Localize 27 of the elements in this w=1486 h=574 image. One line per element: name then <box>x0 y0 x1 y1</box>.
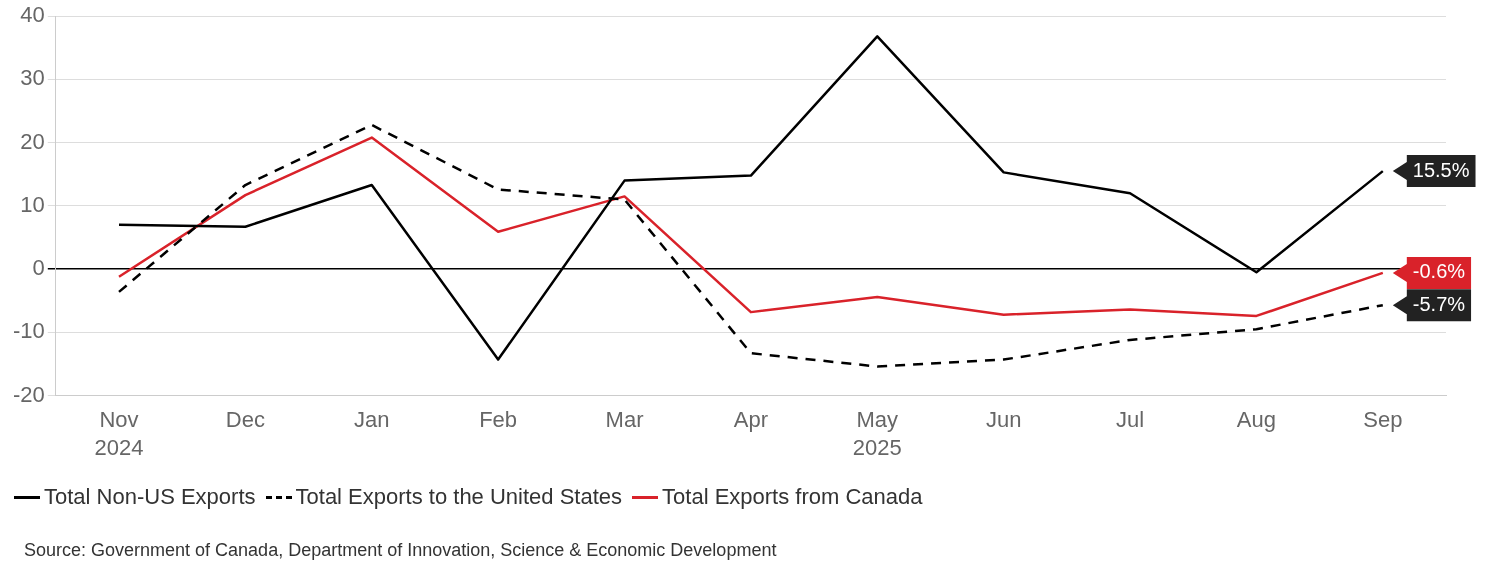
y-tick-label: 30 <box>20 65 45 91</box>
x-tick-label: Dec <box>225 406 265 432</box>
x-tick-label: Jul <box>1115 406 1145 432</box>
y-tick-label: 0 <box>32 255 45 281</box>
x-tick-label: Sep <box>1363 406 1403 432</box>
legend-label: Total Non-US Exports <box>44 484 256 510</box>
data-label: -5.7% <box>1412 292 1466 315</box>
x-tick-label: Feb <box>479 406 518 432</box>
text: 2024 <box>94 434 144 460</box>
data-label: -0.6% <box>1412 260 1466 283</box>
text: 2025 <box>852 434 902 460</box>
source-note: Source: Government of Canada, Department of Innovation, Science & Economic Development <box>24 540 777 561</box>
y-tick-label: 20 <box>20 128 45 154</box>
y-tick-label: 10 <box>20 191 45 217</box>
x-tick-label: Apr <box>733 406 769 432</box>
x-tick-label: May <box>856 406 899 432</box>
x-tick-label: Nov <box>99 406 139 432</box>
y-tick-label: -10 <box>13 318 45 344</box>
x-tick-label: Aug <box>1236 406 1277 432</box>
legend-label: Total Exports to the United States <box>295 484 623 510</box>
x-tick-label: Jun <box>985 406 1022 432</box>
x-tick-label: Jan <box>354 406 390 432</box>
legend-label: Total Exports from Canada <box>662 484 923 510</box>
data-label: 15.5% <box>1412 158 1470 181</box>
y-tick-label: -20 <box>13 381 45 407</box>
y-tick-label: 40 <box>20 2 45 28</box>
x-tick-label: Mar <box>605 406 644 432</box>
